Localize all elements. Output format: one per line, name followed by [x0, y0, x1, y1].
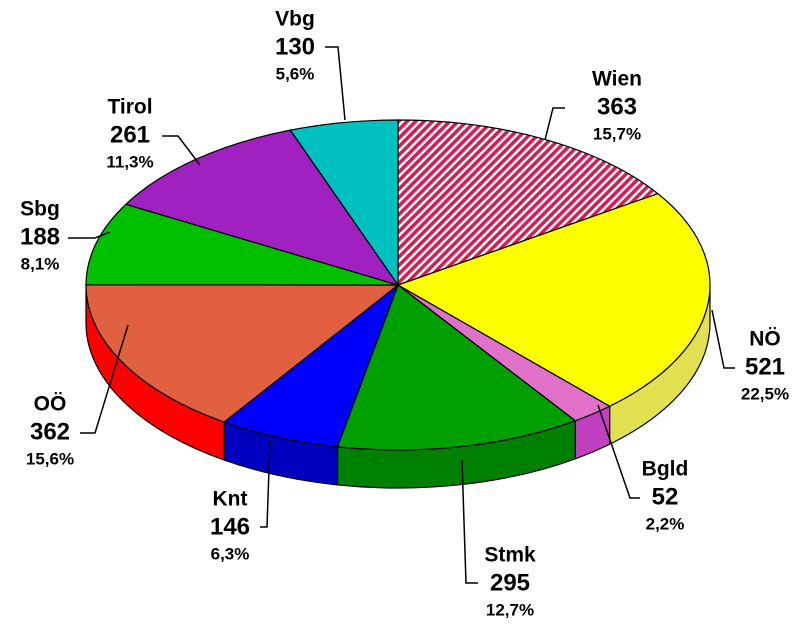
leader-line [80, 324, 129, 434]
leader-line [597, 404, 640, 499]
slice-percent: 15,6% [26, 449, 74, 468]
slice-name: NÖ [749, 328, 781, 351]
pie-tops [85, 119, 711, 451]
slice-name: Knt [213, 488, 248, 511]
slice-percent: 2,2% [646, 514, 685, 533]
slice [222, 283, 400, 448]
slice [336, 284, 577, 451]
slice-value: 130 [275, 33, 315, 60]
slice-name: Sbg [20, 198, 60, 221]
slice-percent: 6,3% [211, 544, 250, 563]
slice [289, 119, 399, 287]
slice-name: OÖ [34, 393, 67, 416]
slice-name: Vbg [275, 8, 315, 31]
slice-value: 363 [597, 93, 637, 120]
slice-name: Wien [592, 68, 642, 91]
slice [396, 192, 711, 407]
slice-value: 521 [745, 353, 785, 380]
slice-percent: 8,1% [21, 254, 60, 273]
slice-percent: 15,7% [593, 124, 641, 143]
slice-percent: 12,7% [486, 600, 534, 619]
slice-percent: 11,3% [106, 152, 153, 171]
slice-name: Stmk [484, 544, 536, 567]
leader-line [325, 46, 346, 121]
leader-line [461, 459, 478, 584]
leader-line [162, 135, 201, 166]
slice-percent: 5,6% [276, 64, 315, 83]
leader-line [544, 107, 565, 141]
leader-line [260, 439, 271, 528]
slice-value: 261 [110, 121, 150, 148]
slice-value: 146 [210, 513, 250, 540]
slice-name: Bgld [642, 458, 689, 481]
leader-line [711, 309, 735, 369]
slice-name: Tirol [107, 96, 152, 119]
slice [85, 284, 400, 423]
slice [85, 203, 399, 286]
slice-value: 295 [490, 569, 530, 596]
leader-line [68, 231, 111, 239]
slice-value: 52 [652, 483, 679, 510]
slice-percent: 22,5% [741, 384, 789, 403]
slice-value: 362 [30, 418, 70, 445]
slice-value: 188 [20, 223, 60, 250]
